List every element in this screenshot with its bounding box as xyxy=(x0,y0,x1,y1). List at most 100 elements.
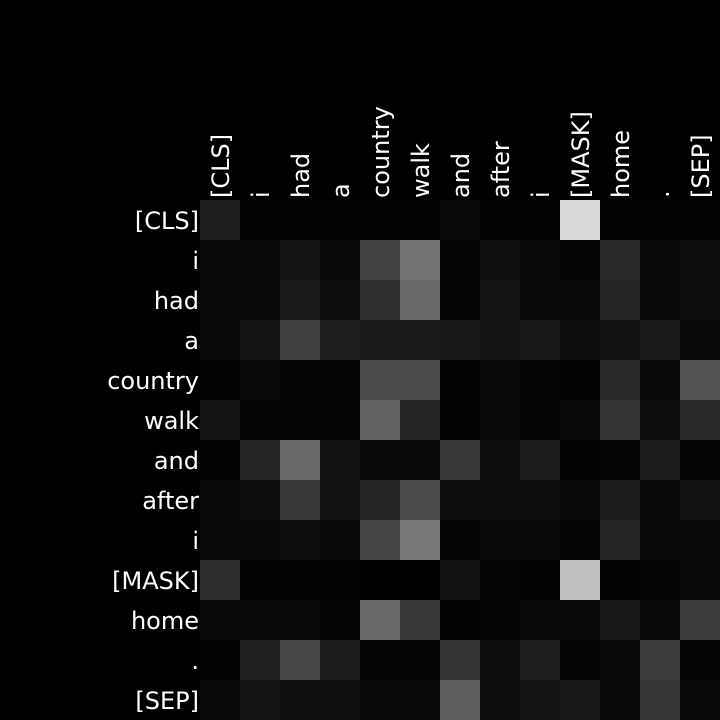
x-tick-label: country xyxy=(367,106,395,198)
heatmap-cell-r5-c5 xyxy=(400,400,440,440)
heatmap-cell-r10-c9 xyxy=(560,600,600,640)
heatmap-cell-r0-c8 xyxy=(520,200,560,240)
heatmap-cell-r2-c7 xyxy=(480,280,520,320)
heatmap-cell-r1-c7 xyxy=(480,240,520,280)
heatmap-cell-r1-c5 xyxy=(400,240,440,280)
heatmap-cell-r12-c1 xyxy=(240,680,280,720)
heatmap-cell-r4-c10 xyxy=(600,360,640,400)
heatmap-cell-r11-c5 xyxy=(400,640,440,680)
heatmap-cell-r0-c4 xyxy=(360,200,400,240)
heatmap-cell-r8-c9 xyxy=(560,520,600,560)
heatmap-cell-r12-c6 xyxy=(440,680,480,720)
heatmap-cell-r6-c11 xyxy=(640,440,680,480)
heatmap-cell-r1-c11 xyxy=(640,240,680,280)
y-tick-label: country xyxy=(107,367,199,395)
heatmap-cell-r11-c11 xyxy=(640,640,680,680)
heatmap-cell-r12-c10 xyxy=(600,680,640,720)
heatmap-cell-r3-c2 xyxy=(280,320,320,360)
heatmap-cell-r6-c3 xyxy=(320,440,360,480)
heatmap-cell-r6-c9 xyxy=(560,440,600,480)
heatmap-cell-r0-c5 xyxy=(400,200,440,240)
heatmap-cell-r9-c4 xyxy=(360,560,400,600)
heatmap-cell-r4-c5 xyxy=(400,360,440,400)
y-tick-labels: [CLS] i had a country walk and after i [MASK] home… xyxy=(107,207,199,715)
heatmap-cell-r8-c4 xyxy=(360,520,400,560)
heatmap-cell-r10-c0 xyxy=(200,600,240,640)
x-tick-label: a xyxy=(327,183,355,198)
heatmap-cell-r4-c3 xyxy=(320,360,360,400)
heatmap-cell-r11-c3 xyxy=(320,640,360,680)
heatmap-cell-r6-c10 xyxy=(600,440,640,480)
y-tick-label: [CLS] xyxy=(135,207,199,235)
heatmap-cell-r0-c3 xyxy=(320,200,360,240)
heatmap-cell-r4-c6 xyxy=(440,360,480,400)
heatmap-cell-r1-c2 xyxy=(280,240,320,280)
heatmap-cell-r6-c5 xyxy=(400,440,440,480)
heatmap-cell-r2-c10 xyxy=(600,280,640,320)
heatmap-cell-r2-c5 xyxy=(400,280,440,320)
heatmap-cell-r3-c10 xyxy=(600,320,640,360)
heatmap-cell-r8-c7 xyxy=(480,520,520,560)
heatmap-cell-r0-c9 xyxy=(560,200,600,240)
heatmap-cell-r1-c6 xyxy=(440,240,480,280)
heatmap-cell-r0-c1 xyxy=(240,200,280,240)
y-tick-label: . xyxy=(191,647,199,675)
x-tick-label: . xyxy=(647,190,675,198)
x-tick-label: i xyxy=(527,191,555,198)
heatmap-cell-r11-c8 xyxy=(520,640,560,680)
heatmap-cell-r7-c9 xyxy=(560,480,600,520)
heatmap-cell-r12-c0 xyxy=(200,680,240,720)
heatmap-cell-r10-c4 xyxy=(360,600,400,640)
heatmap-cell-r9-c1 xyxy=(240,560,280,600)
heatmap-cell-r9-c0 xyxy=(200,560,240,600)
heatmap-cell-r5-c8 xyxy=(520,400,560,440)
y-tick-label: a xyxy=(184,327,199,355)
heatmap-cell-r3-c6 xyxy=(440,320,480,360)
heatmap-cell-r0-c7 xyxy=(480,200,520,240)
heatmap-cell-r4-c1 xyxy=(240,360,280,400)
heatmap-cell-r3-c12 xyxy=(680,320,720,360)
heatmap-cell-r8-c0 xyxy=(200,520,240,560)
heatmap-cell-r8-c6 xyxy=(440,520,480,560)
heatmap-cell-r5-c6 xyxy=(440,400,480,440)
x-tick-label: after xyxy=(487,141,515,198)
heatmap-cell-r12-c2 xyxy=(280,680,320,720)
heatmap-cell-r5-c9 xyxy=(560,400,600,440)
heatmap-cell-r7-c1 xyxy=(240,480,280,520)
heatmap-cell-r11-c7 xyxy=(480,640,520,680)
heatmap-cell-r4-c0 xyxy=(200,360,240,400)
heatmap-cell-r11-c4 xyxy=(360,640,400,680)
heatmap-cell-r6-c6 xyxy=(440,440,480,480)
y-tick-label: after xyxy=(142,487,199,515)
heatmap-cell-r11-c0 xyxy=(200,640,240,680)
heatmap-cell-r9-c7 xyxy=(480,560,520,600)
heatmap-cell-r5-c2 xyxy=(280,400,320,440)
heatmap-cell-r6-c4 xyxy=(360,440,400,480)
heatmap-cell-r9-c3 xyxy=(320,560,360,600)
heatmap-cell-r6-c0 xyxy=(200,440,240,480)
heatmap-cell-r3-c8 xyxy=(520,320,560,360)
heatmap-cell-r9-c11 xyxy=(640,560,680,600)
heatmap-cell-r0-c6 xyxy=(440,200,480,240)
heatmap-cell-r2-c2 xyxy=(280,280,320,320)
heatmap-cell-r5-c0 xyxy=(200,400,240,440)
heatmap-cell-r8-c3 xyxy=(320,520,360,560)
heatmap-cell-r10-c10 xyxy=(600,600,640,640)
heatmap-cell-r2-c8 xyxy=(520,280,560,320)
heatmap-cell-r3-c4 xyxy=(360,320,400,360)
heatmap-cell-r9-c2 xyxy=(280,560,320,600)
heatmap-cell-r4-c2 xyxy=(280,360,320,400)
heatmap-cell-r11-c2 xyxy=(280,640,320,680)
heatmap-cell-r3-c11 xyxy=(640,320,680,360)
heatmap-cell-r1-c12 xyxy=(680,240,720,280)
y-tick-label: and xyxy=(154,447,199,475)
heatmap-cell-r5-c3 xyxy=(320,400,360,440)
heatmap-cell-r9-c8 xyxy=(520,560,560,600)
heatmap-cell-r0-c10 xyxy=(600,200,640,240)
heatmap-cell-r6-c1 xyxy=(240,440,280,480)
heatmap-cell-r2-c11 xyxy=(640,280,680,320)
heatmap-cell-r12-c3 xyxy=(320,680,360,720)
heatmap-cell-r2-c0 xyxy=(200,280,240,320)
x-tick-label: i xyxy=(247,191,275,198)
